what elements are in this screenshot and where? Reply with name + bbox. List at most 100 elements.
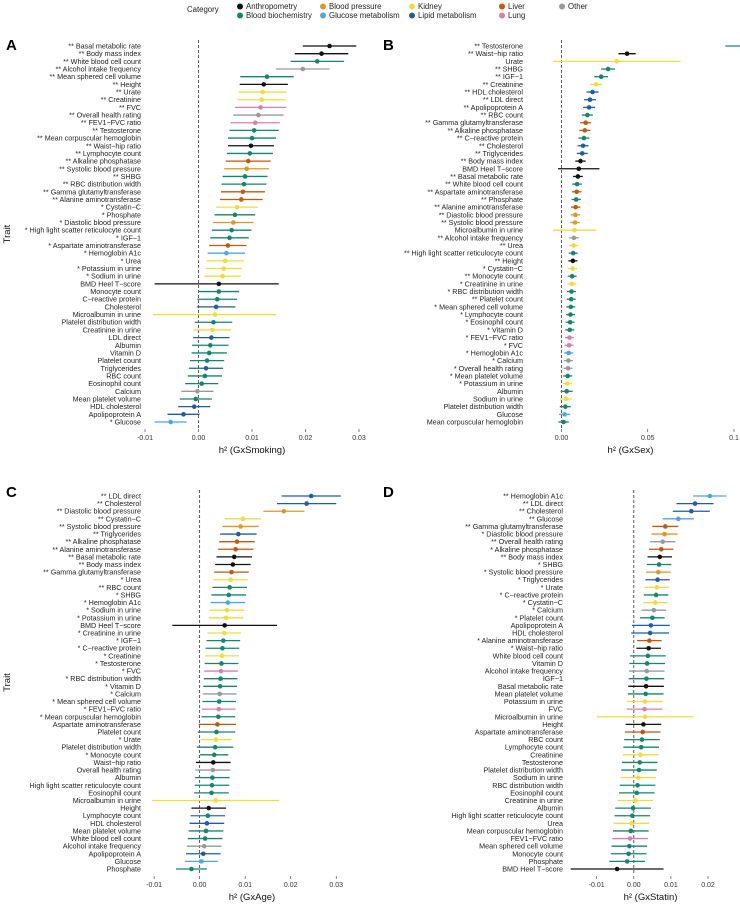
trait-label: Platelet distribution width (61, 318, 141, 327)
point-marker (256, 112, 261, 118)
trait-label: Platelet count (97, 356, 141, 365)
point-marker (215, 722, 220, 727)
trait-label: Albumin (115, 341, 141, 350)
point-marker (627, 836, 633, 841)
x-tick-label: 0.03 (352, 435, 366, 442)
point-marker (240, 516, 246, 522)
point-marker (229, 569, 234, 575)
legend-swatch-kidney (409, 3, 415, 10)
trait-label: ** Waist−hip ratio (468, 49, 523, 58)
point-marker (199, 859, 204, 864)
x-tick-label: 0.00 (555, 435, 569, 442)
trait-label: ** LDL direct (483, 95, 523, 104)
point-marker (245, 158, 251, 164)
trait-label: Calcium (115, 387, 141, 396)
point-marker (300, 66, 306, 72)
point-marker (648, 623, 654, 628)
point-marker (202, 373, 208, 379)
trait-label: * Potassium in urine (459, 379, 523, 388)
point-marker (641, 722, 646, 727)
point-marker (308, 493, 314, 499)
point-marker (629, 821, 634, 826)
legend-item-glucose-metabolism: Glucose metabolism (329, 11, 400, 20)
trait-label: BMD Heel T−score (462, 164, 523, 173)
trait-label: ** Mean sphered cell volume (50, 72, 142, 81)
point-marker (200, 851, 206, 857)
trait-label: * Sodium in urine (86, 606, 141, 615)
trait-label: * SHBG (116, 590, 142, 599)
point-marker (314, 59, 320, 64)
legend-title: Category (187, 5, 219, 14)
x-tick-label: 0.00 (627, 882, 641, 889)
trait-label: Apolipoprotein A (89, 849, 142, 858)
trait-label: ** Alkaline phosphatase (65, 537, 141, 546)
trait-label: ** Cystatin−C (98, 514, 141, 523)
trait-label: Albumin (115, 773, 141, 782)
trait-label: Lymphocyte count (83, 811, 141, 820)
x-tick-label: 0.01 (245, 435, 259, 442)
trait-label: Mean platelet volume (495, 689, 563, 698)
point-marker (216, 714, 221, 720)
point-marker (228, 577, 233, 583)
trait-label: ** Urea (500, 241, 523, 250)
legend-item-blood-biochemistry: Blood biochemistry (246, 11, 312, 20)
x-axis-title: h² (GxAge) (229, 892, 275, 903)
point-marker (261, 82, 267, 87)
trait-label: ** Diastolic blood pressure (57, 507, 141, 516)
point-marker (569, 273, 575, 279)
point-marker (640, 729, 646, 735)
trait-label: ** C−reactive protein (457, 134, 523, 143)
point-marker (570, 258, 576, 264)
point-marker (635, 775, 641, 780)
point-marker (645, 653, 651, 659)
x-tick-label: 0.02 (284, 882, 298, 889)
point-marker (219, 661, 224, 666)
point-marker (248, 143, 254, 149)
point-marker (207, 342, 213, 348)
trait-label: Platelet distribution width (443, 402, 523, 411)
point-marker (242, 174, 248, 179)
panel-C: C ** LDL direct** Cholesterol** Diastolic… (2, 484, 343, 903)
point-marker (653, 600, 658, 605)
point-marker (689, 508, 694, 514)
point-marker (574, 189, 579, 195)
point-marker (651, 607, 657, 613)
trait-label: * Aspartate aminotransferase (48, 241, 141, 250)
point-marker (583, 120, 588, 126)
point-marker (707, 493, 713, 499)
point-marker (626, 851, 631, 857)
x-tick-label: 0.02 (299, 435, 313, 442)
trait-label: ** LDL direct (101, 492, 141, 501)
point-marker (646, 645, 651, 651)
trait-label: ** Gamma glutamyltransferase (43, 187, 141, 196)
point-marker (579, 151, 585, 156)
trait-label: ** FEV1−FVC ratio (81, 118, 141, 127)
point-marker (593, 82, 599, 87)
trait-label: * High light scatter reticulocyte count (25, 226, 141, 235)
trait-label: * Platelet count (515, 613, 563, 622)
point-marker (213, 304, 219, 310)
point-marker (605, 66, 611, 72)
legend-swatch-anthropometry (237, 3, 243, 10)
trait-label: C−reactive protein (82, 295, 141, 304)
trait-label: ** Body mass index (501, 552, 564, 561)
point-marker (203, 365, 209, 371)
trait-label: * Hemoglobin A1c (84, 249, 142, 258)
trait-label: ** Basal metabolic rate (68, 552, 141, 561)
point-marker (210, 760, 216, 765)
point-marker (570, 250, 576, 256)
trait-label: Microalbumin in urine (495, 712, 563, 721)
point-marker (249, 135, 255, 141)
x-tick-label: 0.01 (238, 882, 252, 889)
trait-label: Aspartate aminotransferase (53, 720, 141, 729)
point-marker (239, 197, 244, 202)
point-marker (576, 166, 582, 172)
point-marker (219, 653, 225, 659)
trait-label: ** White blood cell count (445, 180, 523, 189)
point-marker (304, 501, 309, 506)
legend-item-other: Other (568, 2, 588, 11)
trait-label: ** Body mass index (79, 560, 142, 569)
trait-label: Monocyte count (512, 849, 563, 858)
point-marker (233, 546, 238, 552)
point-marker (568, 296, 574, 302)
